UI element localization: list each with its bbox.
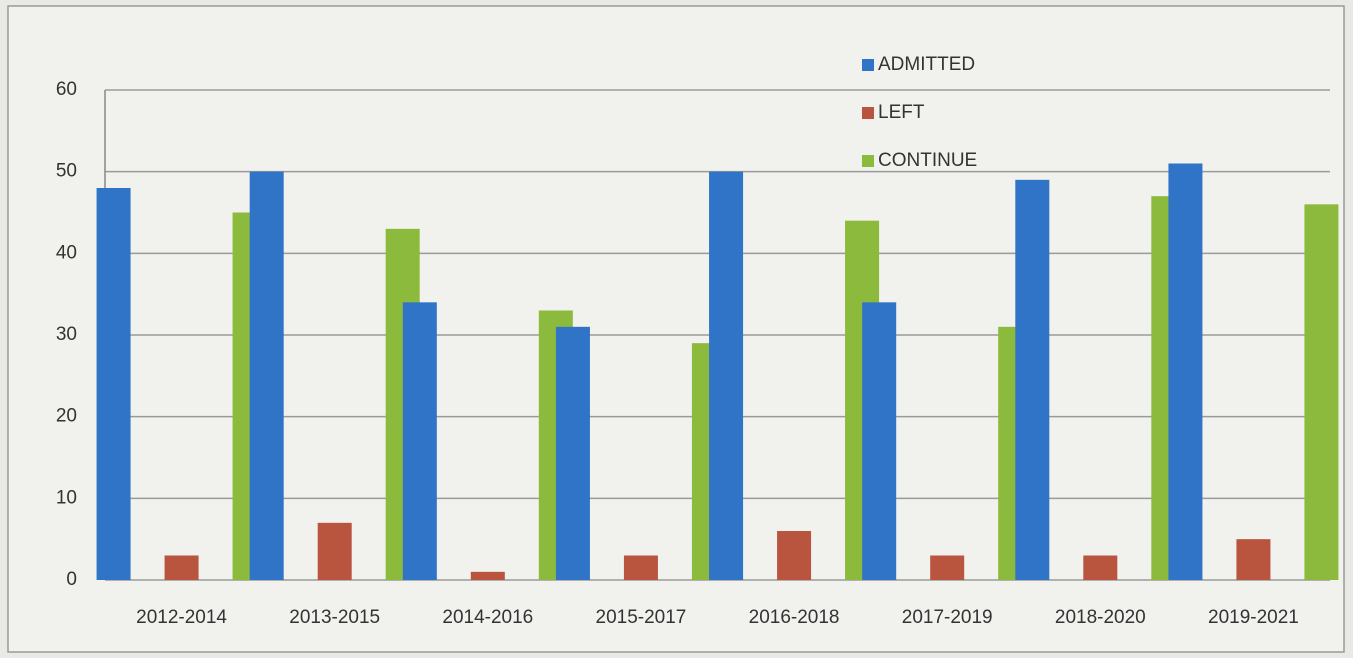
bar [96, 188, 131, 580]
bar [402, 302, 437, 580]
bar [709, 171, 744, 580]
x-tick-label: 2018-2020 [1055, 607, 1146, 628]
bar [1168, 163, 1203, 580]
x-tick-label: 2019-2021 [1208, 607, 1299, 628]
x-tick-label: 2016-2018 [749, 607, 840, 628]
bar [777, 531, 812, 580]
y-tick-label: 20 [56, 406, 77, 427]
y-tick-label: 30 [56, 324, 77, 345]
bar [164, 555, 199, 580]
y-tick-label: 50 [56, 161, 77, 182]
bar [623, 555, 658, 580]
y-tick-label: 40 [56, 242, 77, 263]
x-tick-label: 2017-2019 [902, 607, 993, 628]
bar [1083, 555, 1118, 580]
bar [249, 171, 284, 580]
bar [1015, 179, 1050, 581]
bar [930, 555, 965, 580]
legend-swatch [862, 155, 874, 167]
legend-label: CONTINUE [878, 150, 977, 171]
x-tick-label: 2012-2014 [136, 607, 227, 628]
y-tick-label: 0 [66, 569, 77, 590]
bar [862, 302, 897, 580]
y-tick-label: 10 [56, 487, 77, 508]
bar [317, 522, 352, 580]
legend-label: ADMITTED [878, 54, 975, 75]
bar [1236, 539, 1271, 580]
x-tick-label: 2013-2015 [289, 607, 380, 628]
x-tick-label: 2014-2016 [442, 607, 533, 628]
legend-label: LEFT [878, 102, 925, 123]
legend-swatch [862, 107, 874, 119]
legend-swatch [862, 59, 874, 71]
y-tick-label: 60 [56, 79, 77, 100]
chart-frame [7, 5, 1345, 653]
bar [470, 571, 505, 580]
bar [1304, 204, 1339, 581]
bar [555, 326, 590, 580]
x-tick-label: 2015-2017 [596, 607, 687, 628]
